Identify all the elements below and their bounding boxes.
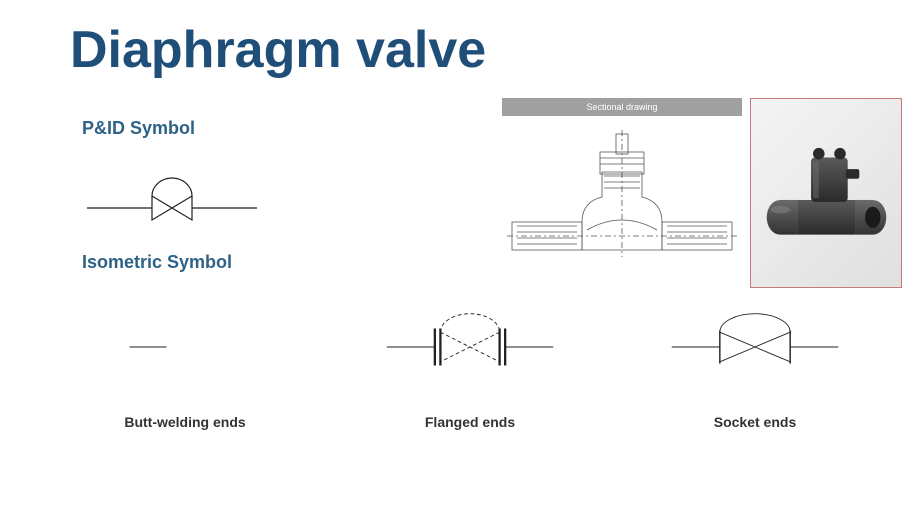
iso-caption-socket: Socket ends (714, 414, 796, 430)
pid-symbol (82, 168, 262, 228)
iso-socket: Socket ends (630, 310, 880, 430)
iso-butt-welding: Butt-welding ends (60, 310, 310, 430)
isometric-row: Butt-welding ends Flanged ends (60, 310, 880, 430)
sectional-drawing-label: Sectional drawing (502, 98, 742, 116)
page-title: Diaphragm valve (70, 20, 486, 80)
valve-photo-box (750, 98, 902, 288)
iso-caption-butt: Butt-welding ends (124, 414, 245, 430)
iso-section-label: Isometric Symbol (82, 252, 232, 273)
iso-flanged: Flanged ends (345, 310, 595, 430)
sectional-drawing-box: Sectional drawing (502, 98, 742, 288)
pid-section-label: P&ID Symbol (82, 118, 195, 139)
right-panel: Sectional drawing (502, 98, 902, 288)
iso-caption-flanged: Flanged ends (425, 414, 515, 430)
